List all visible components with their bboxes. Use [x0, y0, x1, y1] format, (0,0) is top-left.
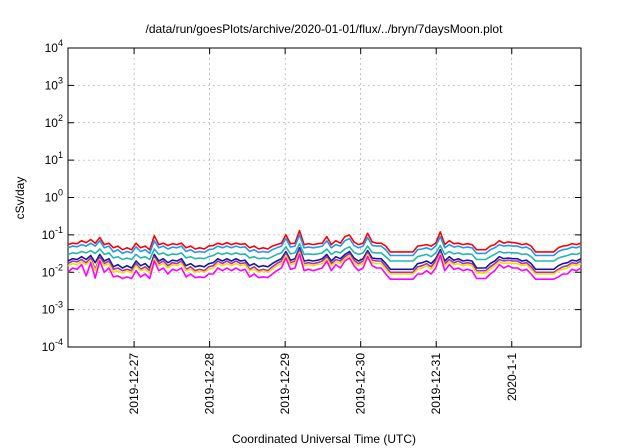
y-tick-label: 104 [45, 38, 63, 55]
grid [68, 48, 581, 347]
y-tick-label: 10-1 [42, 225, 63, 242]
x-tick-label: 2019-12-31 [429, 353, 443, 415]
x-axis-label: Coordinated Universal Time (UTC) [232, 432, 416, 446]
series-line-2 [67, 234, 582, 257]
y-axis: 104 103 102 101 100 10-1 10-2 10-3 10-4 [42, 38, 581, 354]
x-tick-label: 2019-12-27 [127, 353, 141, 415]
y-axis-label: cSv/day [13, 177, 27, 220]
y-tick-label: 103 [45, 75, 63, 92]
x-tick-label: 2019-12-29 [278, 353, 292, 415]
series-line-1 [67, 229, 582, 253]
y-tick-label: 102 [45, 113, 63, 130]
plot-area: 104 103 102 101 100 10-1 10-2 10-3 10-4 2019-12-… [42, 38, 582, 414]
x-tick-label: 2019-12-30 [354, 353, 368, 415]
y-tick-label: 10-3 [42, 300, 63, 317]
x-tick-label: 2020-1-1 [505, 353, 519, 401]
series-line-7 [67, 253, 582, 281]
series-group [67, 229, 582, 281]
chart-title: /data/run/goesPlots/archive/2020-01-01/f… [146, 22, 504, 36]
y-tick-label: 10-4 [42, 337, 63, 354]
y-tick-label: 100 [45, 188, 63, 205]
series-line-3 [67, 242, 582, 262]
y-tick-label: 10-2 [42, 262, 63, 279]
x-tick-label: 2019-12-28 [203, 353, 217, 415]
x-axis: 2019-12-27 2019-12-28 2019-12-29 2019-12-30… [127, 48, 519, 414]
y-tick-label: 101 [45, 150, 63, 167]
